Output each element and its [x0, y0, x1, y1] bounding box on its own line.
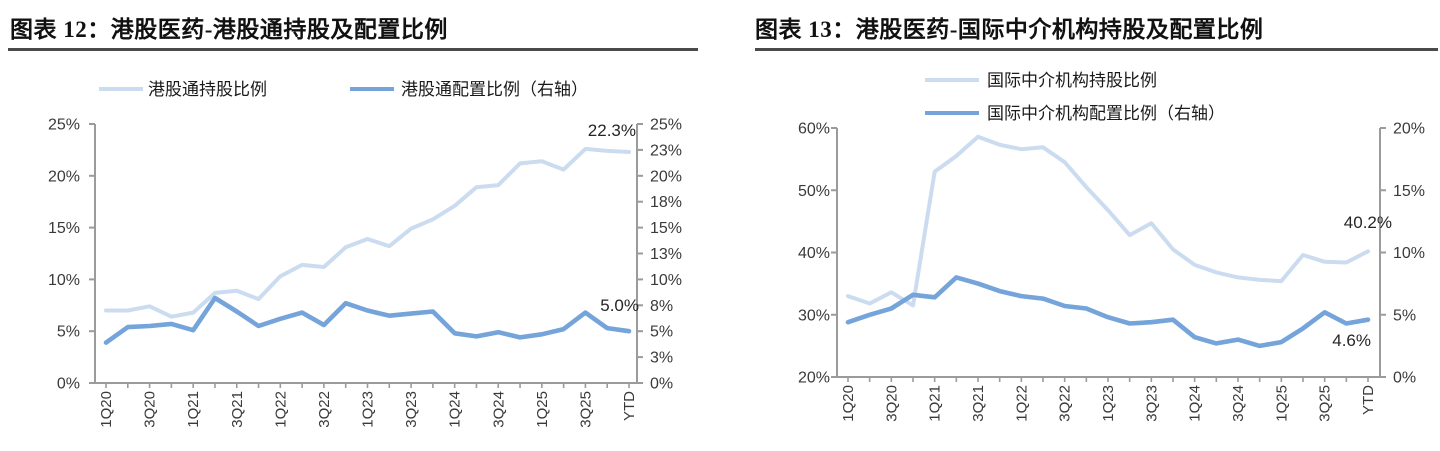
x-axis-tick-label: 3Q22 — [316, 391, 333, 428]
x-axis-tick-label: 1Q20 — [840, 385, 857, 422]
holding-ratio-line — [846, 134, 1370, 308]
x-axis-tick-label: 3Q25 — [1317, 385, 1334, 422]
right-axis-tick-label: 20% — [1393, 121, 1425, 138]
legend-label: 国际中介机构配置比例（右轴） — [987, 104, 1225, 123]
right-axis-tick-label: 5% — [1393, 307, 1416, 324]
right-axis-tick-label: 0% — [650, 376, 673, 393]
left-axis-tick-label: 50% — [798, 183, 830, 200]
x-axis-tick-label: 1Q23 — [1100, 385, 1117, 422]
figure-12-title-rule — [8, 48, 698, 51]
left-axis-tick-label: 10% — [48, 272, 80, 289]
x-axis-tick-label: 1Q25 — [1273, 385, 1290, 422]
x-axis-tick-label: 1Q20 — [98, 391, 115, 428]
x-axis-tick-label: 1Q21 — [185, 391, 202, 428]
x-axis-tick-label: 3Q24 — [490, 391, 507, 428]
figure-13-line-chart: 20% 30% 40% 50% 60% 0% 5% 10% 15% 20% 1Q20 3Q20 1Q21… — [798, 71, 1425, 422]
right-axis-tick-label: 13% — [650, 246, 682, 263]
left-axis-tick-label: 30% — [798, 307, 830, 324]
left-axis-tick-label: 5% — [57, 324, 80, 341]
figure-13-title-rule — [755, 48, 1438, 51]
right-axis-tick-label: 18% — [650, 194, 682, 211]
right-axis-tick-label: 5% — [650, 324, 673, 341]
x-axis-tick-label: 3Q24 — [1230, 385, 1247, 422]
left-axis-tick-label: 20% — [48, 168, 80, 185]
x-axis-tick-label: 1Q24 — [447, 391, 464, 428]
figure-12-panel: 图表 12：港股医药-港股通持股及配置比例 0% 5% 10% 15% 20% 25% 0%… — [8, 17, 698, 428]
figure-13-panel: 图表 13：港股医药-国际中介机构持股及配置比例 20% 30% 40% 50% 60%… — [720, 0, 1440, 451]
allocation-ratio-line — [845, 275, 1371, 349]
left-axis-tick-label: 20% — [798, 370, 830, 387]
right-axis-tick-label: 25% — [650, 117, 682, 134]
x-axis-tick-label: 3Q23 — [403, 391, 420, 428]
figure-12-title: 图表 12：港股医药-港股通持股及配置比例 — [10, 17, 448, 42]
x-axis-tick-label: 3Q20 — [142, 391, 159, 428]
x-axis-tick-label: 3Q22 — [1057, 385, 1074, 422]
x-axis-tick-label: 3Q20 — [883, 385, 900, 422]
right-axis-tick-label: 10% — [650, 272, 682, 289]
right-axis-tick-label: 20% — [650, 168, 682, 185]
x-axis-tick-label: 3Q21 — [970, 385, 987, 422]
figure-13-title: 图表 13：港股医药-国际中介机构持股及配置比例 — [755, 17, 1264, 42]
right-axis-tick-label: 0% — [1393, 370, 1416, 387]
left-axis-tick-label: 15% — [48, 220, 80, 237]
left-axis-tick-label: 25% — [48, 117, 80, 134]
right-axis-tick-label: 15% — [650, 220, 682, 237]
holding-ratio-line — [104, 146, 631, 319]
end-value-label: 4.6% — [1332, 331, 1371, 350]
left-axis-tick-label: 0% — [57, 376, 80, 393]
x-axis-tick-label: 1Q23 — [360, 391, 377, 428]
allocation-ratio-line — [103, 295, 632, 345]
left-axis-tick-label: 60% — [798, 121, 830, 138]
end-value-label: 5.0% — [600, 296, 639, 315]
legend-label: 港股通持股比例 — [148, 80, 267, 99]
left-axis-tick-label: 40% — [798, 245, 830, 262]
right-axis-tick-label: 15% — [1393, 183, 1425, 200]
x-axis-tick-label: 1Q22 — [1013, 385, 1030, 422]
x-axis-tick-label: 3Q25 — [577, 391, 594, 428]
x-axis-tick-label: 3Q21 — [229, 391, 246, 428]
x-axis-tick-label: 1Q25 — [534, 391, 551, 428]
legend-label: 国际中介机构持股比例 — [987, 71, 1157, 90]
right-axis-tick-label: 8% — [650, 298, 673, 315]
end-value-label: 40.2% — [1344, 213, 1392, 232]
end-value-label: 22.3% — [588, 121, 636, 140]
x-axis-tick-label: YTD — [1360, 385, 1377, 415]
x-axis-tick-label: 1Q21 — [927, 385, 944, 422]
x-axis-tick-label: 1Q24 — [1187, 385, 1204, 422]
x-axis-tick-label: 3Q23 — [1143, 385, 1160, 422]
right-axis-tick-label: 3% — [650, 350, 673, 367]
legend-label: 港股通配置比例（右轴） — [401, 80, 588, 99]
x-axis-tick-label: 1Q22 — [272, 391, 289, 428]
right-axis-tick-label: 10% — [1393, 245, 1425, 262]
x-axis-tick-label: YTD — [621, 391, 638, 421]
right-axis-tick-label: 23% — [650, 142, 682, 159]
figure-12-line-chart: 0% 5% 10% 15% 20% 25% 0% 3% 5% 8% 10% 13% 15% 18% 20% 2… — [48, 80, 682, 428]
